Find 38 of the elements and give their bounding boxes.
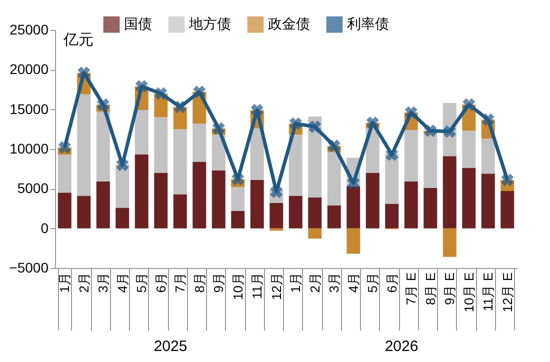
x-tick-label: 10月 (230, 272, 246, 300)
y-tick-label: 15000 (10, 100, 49, 117)
x-tick-label: 7月 (172, 272, 188, 293)
x-tick-label: 12月 (268, 272, 284, 300)
legend-label: 地方债 (188, 16, 231, 32)
x-tick-label: 4月 (346, 272, 361, 293)
x-tick-label: 2月 (76, 272, 92, 293)
x-tick-label: 10月 E (461, 272, 476, 312)
x-tick-label: 5月 (365, 272, 380, 293)
x-tick-label: 1月 (57, 272, 72, 293)
y-tick-label: 10000 (10, 140, 49, 156)
y-tick-label: −5000 (9, 260, 49, 276)
y-tick-label: 0 (40, 220, 49, 236)
y-axis-title: 亿元 (62, 32, 94, 48)
x-tick-label: 4月 (114, 272, 130, 293)
x-tick-label: 2月 (307, 272, 322, 293)
y-tick-label: 25000 (10, 22, 49, 38)
x-tick-label: 9月 (211, 272, 226, 293)
y-tick-label: 5000 (17, 180, 49, 196)
x-tick-label: 3月 (96, 272, 111, 293)
x-tick-label: 11月 E (480, 272, 496, 312)
legend-label: 国债 (124, 16, 152, 32)
text: 2026 (384, 338, 418, 355)
x-tick-label: 8月 E (422, 272, 438, 306)
x-tick-label: 12月 E (500, 272, 515, 312)
text: 2025 (154, 338, 188, 355)
x-tick-label: 6月 (153, 272, 168, 293)
y-tick-label: 20000 (10, 61, 49, 78)
x-tick-label: 6月 (384, 272, 400, 293)
x-tick-label: 5月 (134, 272, 150, 293)
legend-label: 政金债 (268, 16, 310, 32)
x-tick-label: 8月 (192, 272, 207, 293)
x-tick-label: 11月 (250, 272, 265, 299)
legend-label: 利率债 (347, 16, 389, 32)
x-tick-label: 3月 (326, 272, 342, 293)
x-tick-label: 7月 E (404, 272, 419, 306)
x-tick-label: 1月 (288, 272, 304, 293)
x-tick-label: 9月 E (442, 272, 458, 306)
